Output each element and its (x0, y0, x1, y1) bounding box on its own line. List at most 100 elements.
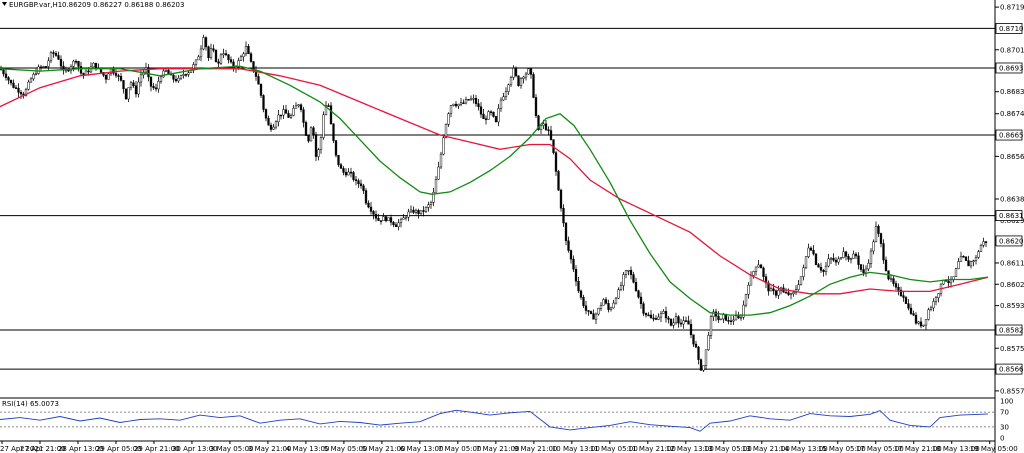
candle-body (495, 116, 497, 121)
candle-body (248, 46, 250, 53)
candle-body (935, 298, 937, 302)
candle-body (650, 315, 652, 318)
price-tag-label: 0.85662 (999, 366, 1024, 374)
candle-body (620, 286, 622, 290)
candle-body (290, 116, 292, 118)
candle-body (383, 217, 385, 221)
candle-body (673, 323, 675, 326)
candle-body (760, 265, 762, 268)
price-axis: 0.871900.870100.868330.867400.865600.863… (995, 4, 1024, 396)
candle-body (475, 98, 477, 103)
candle-body (883, 244, 885, 260)
candle-body (480, 107, 482, 114)
candle-body (770, 289, 772, 291)
candle-body (833, 258, 835, 260)
candle-body (335, 141, 337, 156)
candle-body (923, 325, 925, 326)
chart-title: EURGBP.var,H1 (9, 1, 62, 9)
price-tag-label: 0.85827 (999, 327, 1024, 335)
price-tick-label: 0.86020 (1000, 281, 1024, 289)
candle-body (465, 99, 467, 103)
candle-body (830, 258, 832, 259)
candle-body (918, 322, 920, 323)
candle-body (313, 128, 315, 135)
ohlc-readout: 0.86209 0.86227 0.86188 0.86203 (62, 1, 184, 9)
candle-body (583, 297, 585, 305)
candle-body (135, 86, 137, 94)
candle-body (920, 322, 922, 326)
candle-body (560, 190, 562, 208)
candle-body (168, 70, 170, 74)
candle-body (205, 38, 207, 47)
candle-body (458, 104, 460, 106)
candle-body (463, 103, 465, 104)
candle-body (213, 49, 215, 51)
candle-body (508, 85, 510, 92)
candle-body (115, 73, 117, 75)
candle-body (230, 60, 232, 62)
time-tick-label: 19 May 05:00 (970, 445, 1018, 453)
candle-body (175, 79, 177, 81)
candle-body (20, 92, 22, 94)
candle-body (730, 321, 732, 322)
candle-body (323, 115, 325, 138)
candle-body (30, 79, 32, 82)
candle-body (678, 317, 680, 323)
candle-body (35, 73, 37, 74)
candle-body (240, 57, 242, 61)
candle-body (440, 154, 442, 167)
candle-body (285, 110, 287, 114)
price-tick-label: 0.86110 (1000, 259, 1024, 267)
candle-body (733, 320, 735, 321)
candle-body (315, 135, 317, 157)
candle-body (378, 218, 380, 220)
candle-body (258, 76, 260, 84)
candle-body (710, 317, 712, 336)
candle-body (548, 130, 550, 131)
candle-body (498, 108, 500, 122)
candle-body (693, 335, 695, 344)
candle-body (700, 360, 702, 371)
candle-body (330, 106, 332, 124)
price-tag-label: 0.86933 (999, 64, 1024, 72)
rsi-tick-label: 100 (1000, 398, 1013, 406)
candle-body (58, 55, 60, 59)
candle-body (418, 210, 420, 213)
candle-body (110, 69, 112, 74)
candle-body (288, 113, 290, 117)
candle-body (423, 211, 425, 212)
candle-body (543, 124, 545, 126)
candle-body (385, 217, 387, 221)
candle-body (518, 76, 520, 86)
candle-body (618, 290, 620, 298)
candle-body (435, 179, 437, 192)
candle-body (188, 73, 190, 75)
price-tag-label: 0.86203 (999, 237, 1024, 245)
candle-body (628, 270, 630, 271)
candle-body (53, 53, 55, 54)
candle-body (985, 242, 987, 243)
candle-body (263, 96, 265, 110)
candle-body (908, 304, 910, 308)
candle-body (708, 335, 710, 349)
candle-body (40, 67, 42, 68)
candle-body (278, 115, 280, 122)
candle-body (855, 254, 857, 256)
candle-body (643, 304, 645, 314)
candle-body (950, 280, 952, 283)
candle-body (50, 53, 52, 61)
candle-body (140, 75, 142, 82)
candle-body (173, 75, 175, 79)
candle-body (513, 68, 515, 77)
candle-body (260, 84, 262, 95)
candle-body (78, 61, 80, 66)
candle-body (695, 344, 697, 347)
candle-body (948, 281, 950, 283)
candle-body (320, 138, 322, 150)
candle-body (120, 76, 122, 80)
candle-body (878, 226, 880, 233)
candle-body (133, 83, 135, 86)
candle-body (200, 49, 202, 57)
candle-body (623, 275, 625, 286)
